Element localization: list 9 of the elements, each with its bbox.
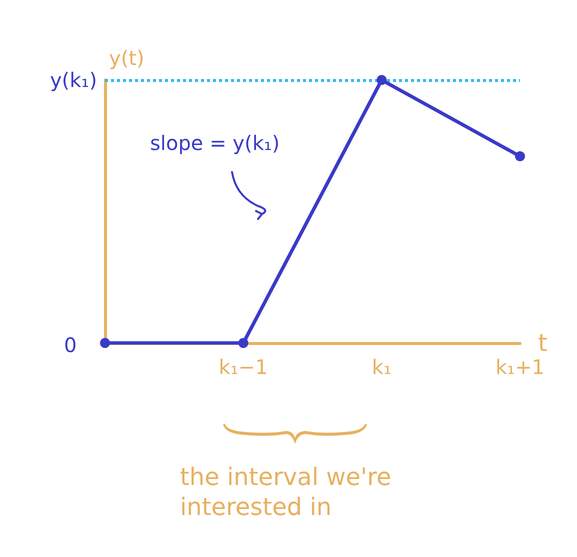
ref-line-label: y(k₁) <box>50 68 97 92</box>
x-tick-label: k₁ <box>372 355 392 379</box>
x-axis-title: t <box>538 329 548 357</box>
x-tick-label: k₁−1 <box>218 355 268 379</box>
y-axis-title: y(t) <box>109 46 144 70</box>
x-tick-label: k₁+1 <box>495 355 545 379</box>
annotation: slope = y(k₁) <box>150 131 280 155</box>
text: the interval we're interested in <box>180 463 399 521</box>
text: 0 <box>64 333 77 357</box>
